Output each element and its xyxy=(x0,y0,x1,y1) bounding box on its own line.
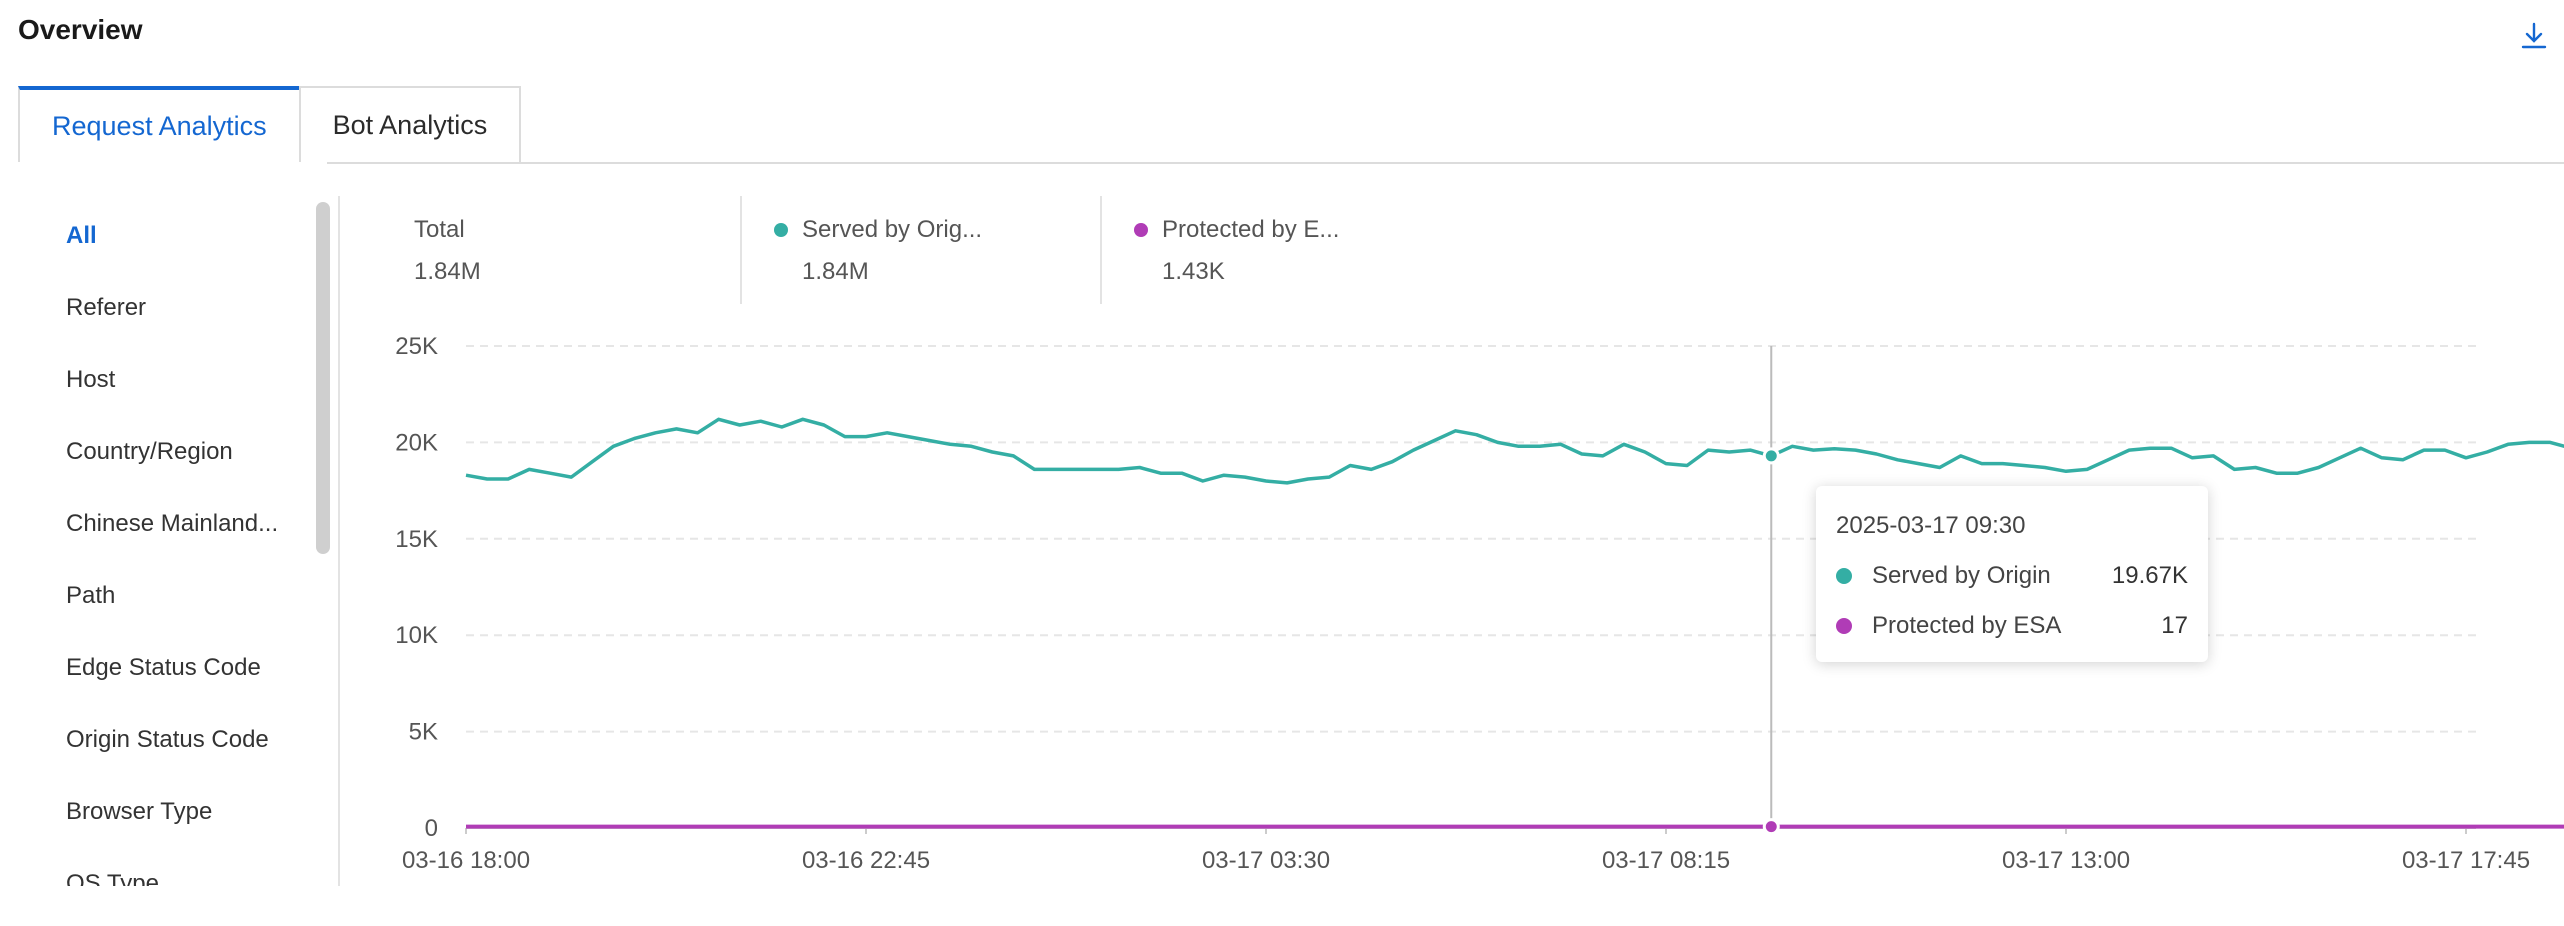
y-tick-label: 5K xyxy=(409,719,438,746)
tooltip-origin-dot xyxy=(1836,568,1852,584)
metric-origin-label: Served by Orig... xyxy=(802,216,983,243)
tooltip-protected-value: 17 xyxy=(2161,612,2188,639)
tooltip-row-protected: Protected by ESA 17 xyxy=(1836,612,2188,640)
tab-divider xyxy=(327,162,2564,164)
sidebar-item-os-type[interactable]: OS Type xyxy=(66,870,159,886)
sidebar-item-browser-type[interactable]: Browser Type xyxy=(66,798,213,825)
y-tick-label: 15K xyxy=(395,526,438,553)
metric-origin-value: 1.84M xyxy=(802,258,869,285)
tooltip-protected-dot xyxy=(1836,618,1852,634)
x-tick-label: 03-17 17:45 xyxy=(2402,847,2530,874)
metric-total: Total 1.84M xyxy=(414,216,481,306)
metric-protected-label: Protected by E... xyxy=(1162,216,1340,243)
tab-bot-analytics[interactable]: Bot Analytics xyxy=(298,86,522,162)
sidebar-item-referer[interactable]: Referer xyxy=(66,294,147,321)
origin-hover-point xyxy=(1762,447,1780,465)
protected-hover-point xyxy=(1762,818,1780,836)
x-tick-label: 03-16 22:45 xyxy=(802,847,930,874)
sidebar-scrollbar[interactable] xyxy=(308,196,340,886)
metric-protected-value: 1.43K xyxy=(1162,258,1225,285)
metric-origin[interactable]: Served by Orig... 1.84M xyxy=(774,216,982,306)
metric-divider xyxy=(1100,196,1102,304)
dimension-sidebar: All Referer Host Country/Region Chinese … xyxy=(18,200,308,886)
tab-bar: Request Analytics Bot Analytics xyxy=(18,86,522,164)
sidebar-scroll-thumb[interactable] xyxy=(316,202,330,554)
download-icon[interactable] xyxy=(2518,20,2550,52)
metric-divider xyxy=(740,196,742,304)
tooltip-origin-value: 19.67K xyxy=(2111,562,2188,589)
protected-legend-dot xyxy=(1134,223,1148,237)
sidebar-item-all[interactable]: All xyxy=(66,222,97,249)
served-by-origin-line[interactable] xyxy=(465,417,2564,485)
tooltip-row-origin: Served by Origin 19.67K xyxy=(1836,562,2188,590)
x-tick-label: 03-17 13:00 xyxy=(2002,847,2130,874)
y-tick-label: 25K xyxy=(395,333,438,360)
tooltip-origin-name: Served by Origin xyxy=(1872,562,2051,589)
sidebar-item-edge-status-code[interactable]: Edge Status Code xyxy=(66,654,261,681)
sidebar-item-origin-status-code[interactable]: Origin Status Code xyxy=(66,726,269,753)
x-tick-label: 03-17 03:30 xyxy=(1202,847,1330,874)
origin-legend-dot xyxy=(774,223,788,237)
y-tick-label: 20K xyxy=(395,429,438,456)
x-tick-label: 03-16 18:00 xyxy=(402,847,530,874)
sidebar-item-host[interactable]: Host xyxy=(66,366,116,393)
sidebar-item-country-region[interactable]: Country/Region xyxy=(66,438,233,465)
metric-protected[interactable]: Protected by E... 1.43K xyxy=(1134,216,1339,306)
sidebar-item-path[interactable]: Path xyxy=(66,582,116,609)
tooltip-protected-name: Protected by ESA xyxy=(1872,612,2062,639)
metric-total-label: Total xyxy=(414,216,465,243)
sidebar-item-chinese-mainland[interactable]: Chinese Mainland... xyxy=(66,510,279,537)
x-tick-label: 03-17 08:15 xyxy=(1602,847,1730,874)
metric-total-value: 1.84M xyxy=(414,258,481,285)
page-title: Overview xyxy=(18,14,143,45)
tab-request-analytics[interactable]: Request Analytics xyxy=(18,86,301,162)
chart-tooltip: 2025-03-17 09:30 Served by Origin 19.67K… xyxy=(1816,486,2208,662)
y-tick-label: 0 xyxy=(425,815,438,842)
tooltip-time: 2025-03-17 09:30 xyxy=(1836,512,2026,539)
y-tick-label: 10K xyxy=(395,622,438,649)
